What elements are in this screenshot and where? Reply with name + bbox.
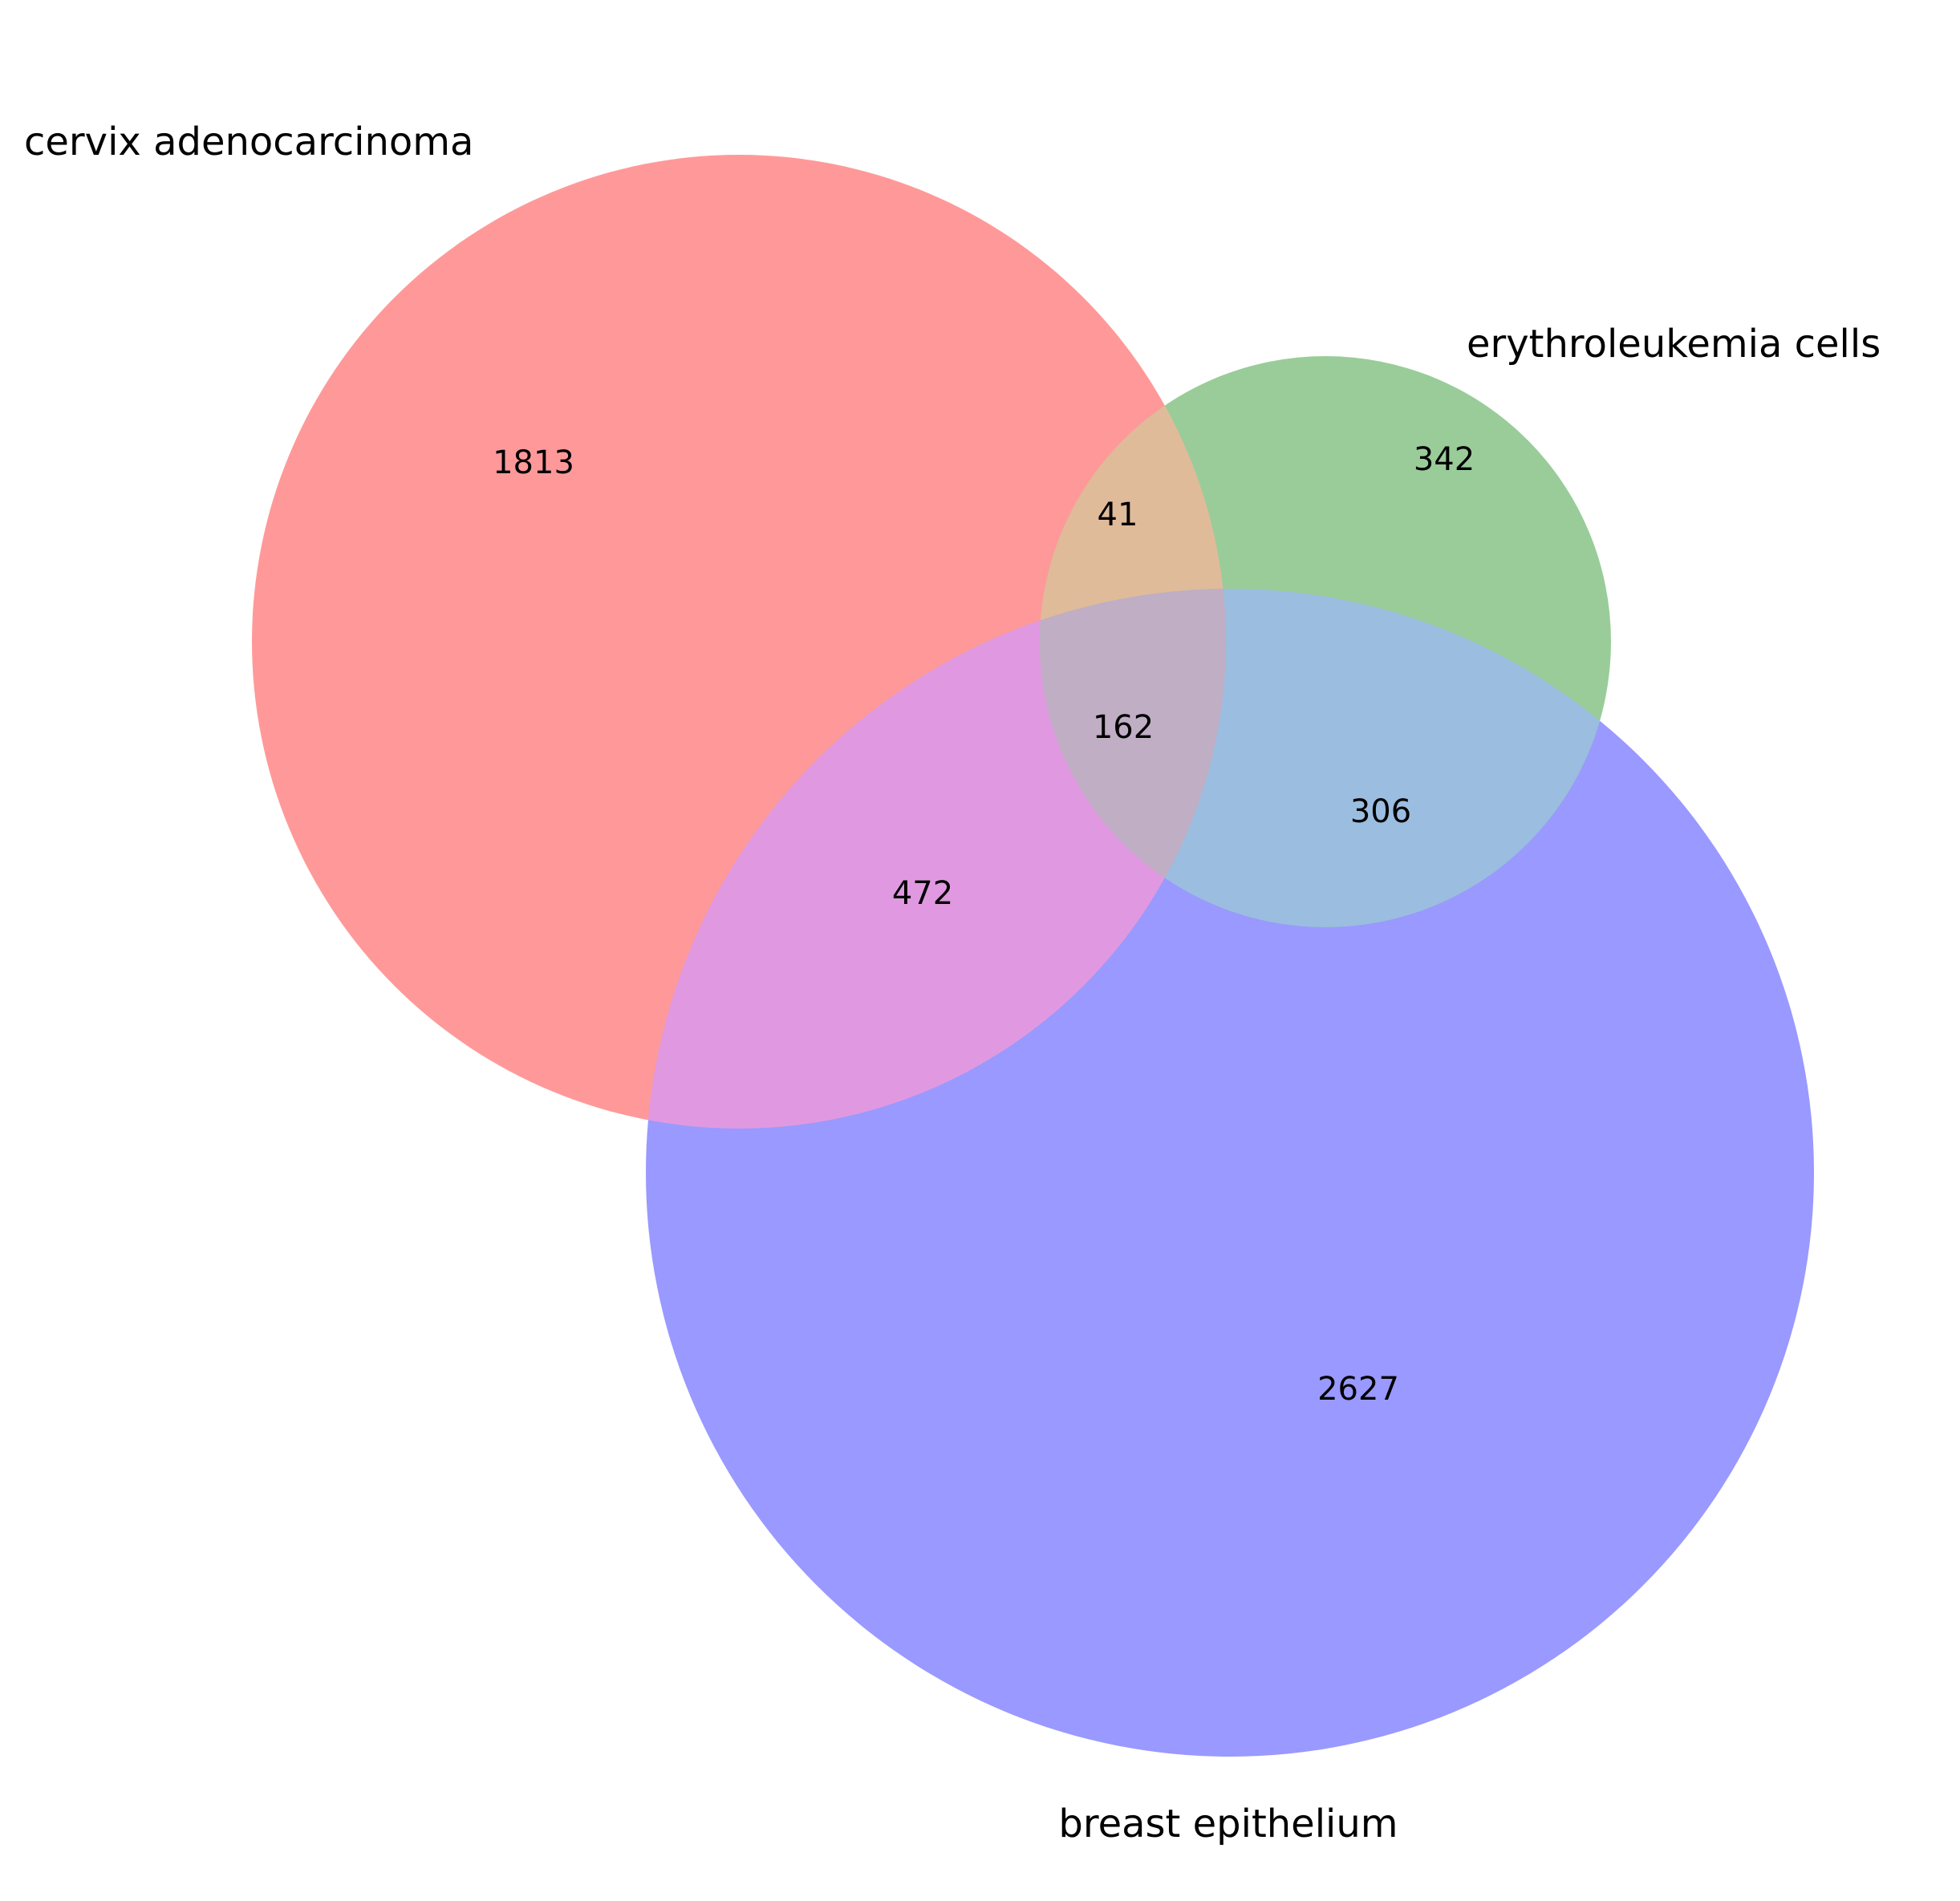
region-cervix-breast-overlap: [646, 589, 1226, 1129]
count-cervix-breast: 472: [892, 875, 953, 912]
count-erythroleukemia-breast: 306: [1350, 793, 1411, 830]
set-label-cervix-adenocarcinoma: cervix adenocarcinoma: [24, 120, 473, 164]
set-label-erythroleukemia-cells: erythroleukemia cells: [1467, 322, 1881, 367]
count-breast-only: 2627: [1317, 1371, 1399, 1408]
count-erythroleukemia-only: 342: [1414, 441, 1475, 478]
set-label-breast-epithelium: breast epithelium: [1058, 1802, 1398, 1846]
count-all-three: 162: [1093, 709, 1154, 746]
count-cervix-only: 1813: [493, 444, 574, 481]
count-cervix-erythroleukemia: 41: [1098, 497, 1138, 533]
